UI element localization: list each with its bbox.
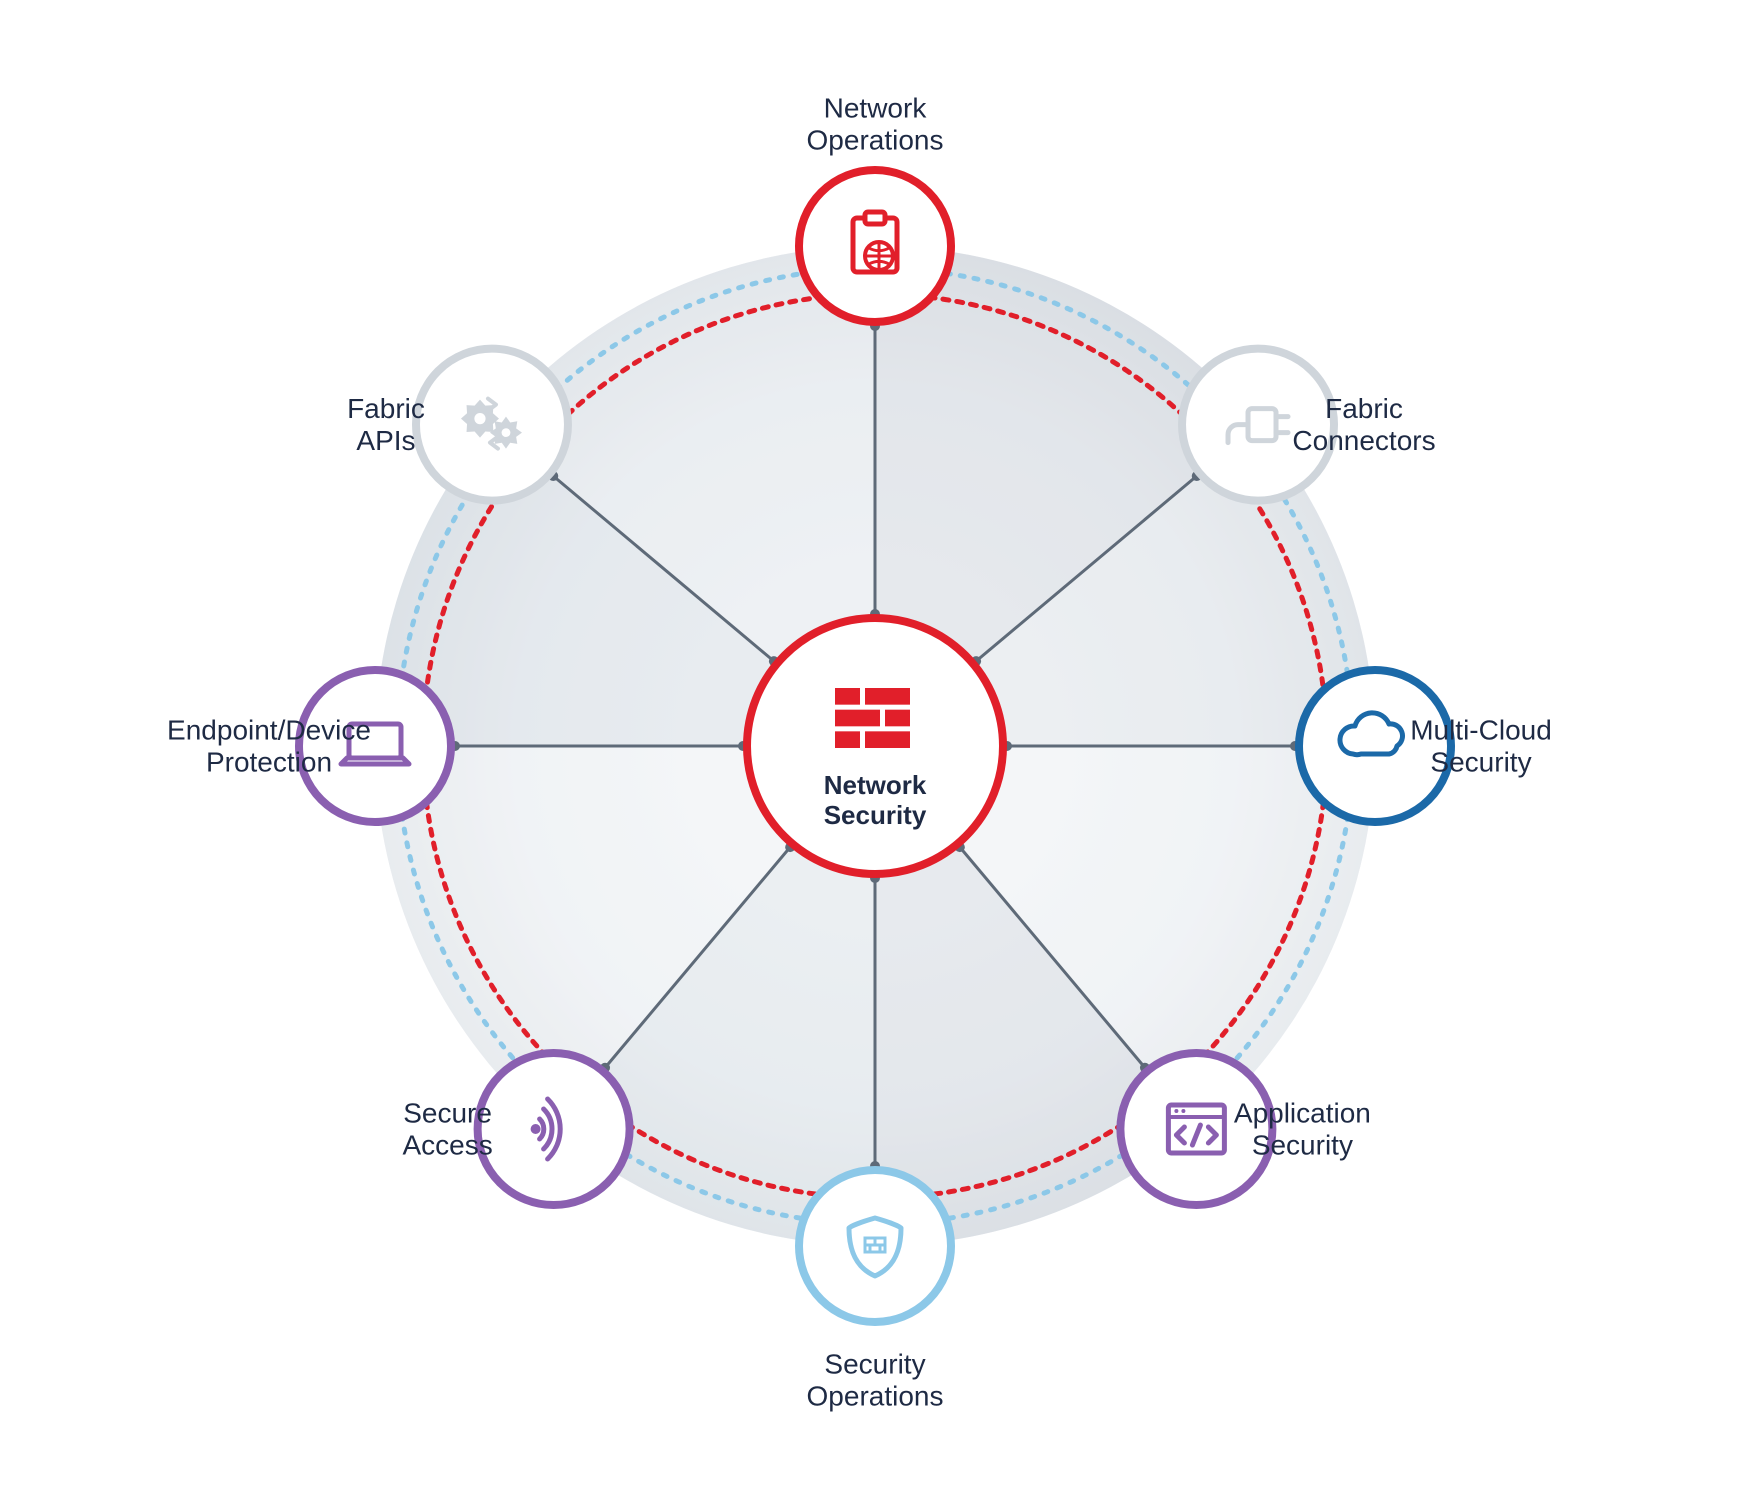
node-secure-access[interactable] [478,1053,630,1205]
node-label-application-security-1: Application [1234,1097,1371,1128]
node-label-security-operations-1: Security [824,1348,925,1379]
hub-label-1: Network [824,770,927,800]
node-label-fabric-apis-2: APIs [356,425,415,456]
node-network-operations[interactable] [799,170,951,322]
node-label-fabric-connectors-1: Fabric [1325,393,1403,424]
radial-diagram: NetworkSecurityNetworkOperationsFabricCo… [0,0,1750,1492]
node-label-fabric-connectors-2: Connectors [1292,425,1435,456]
hub: NetworkSecurity [747,618,1003,874]
node-multi-cloud-security[interactable] [1299,670,1451,822]
node-label-network-operations-1: Network [824,92,928,123]
node-label-secure-access-2: Access [402,1129,492,1160]
node-label-multi-cloud-security-2: Security [1430,746,1531,777]
node-label-secure-access-1: Secure [403,1097,492,1128]
node-label-security-operations-2: Operations [807,1380,944,1411]
firewall-icon [835,688,910,748]
node-label-endpoint-device-protection-2: Protection [206,746,332,777]
node-application-security[interactable] [1120,1053,1272,1205]
node-label-fabric-apis-1: Fabric [347,393,425,424]
node-label-multi-cloud-security-1: Multi-Cloud [1410,714,1552,745]
node-label-network-operations-2: Operations [807,124,944,155]
node-fabric-apis[interactable] [416,349,568,501]
node-label-application-security-2: Security [1252,1129,1353,1160]
hub-label-2: Security [824,800,927,830]
node-security-operations[interactable] [799,1170,951,1322]
node-label-endpoint-device-protection-1: Endpoint/Device [167,714,371,745]
